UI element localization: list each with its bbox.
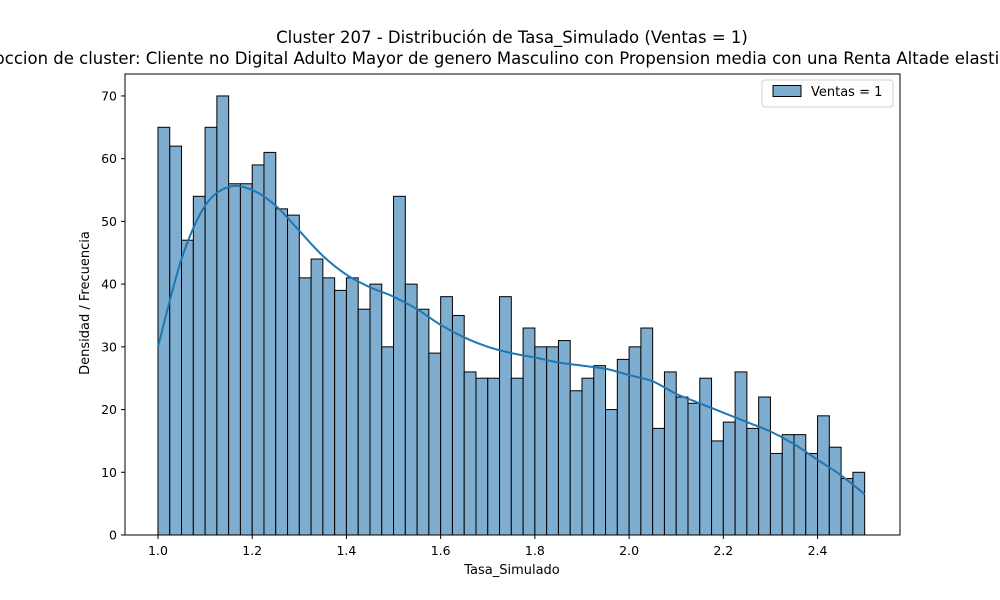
histogram-bar [381, 346, 395, 536]
histogram-bar [828, 446, 842, 536]
histogram-bar [204, 126, 218, 536]
histogram-bar [404, 283, 418, 536]
histogram-bar [287, 214, 300, 536]
histogram-bar [192, 195, 206, 536]
histogram-bar [263, 151, 277, 536]
histogram-bar [216, 95, 230, 536]
histogram-bar [687, 402, 701, 536]
histogram-bar [734, 371, 748, 536]
legend-label: Ventas = 1 [811, 85, 882, 100]
plot-frame [124, 73, 901, 536]
x-tick-label: 1.2 [242, 543, 262, 558]
x-tick-label: 1.6 [431, 543, 451, 558]
x-axis-ticks: 1.0 1.2 1.4 1.6 1.8 2.0 2.2 2.4 [148, 535, 828, 558]
histogram-bars [157, 95, 866, 536]
histogram-bar [699, 377, 713, 536]
histogram-bar [475, 377, 489, 536]
histogram-bar [722, 421, 736, 536]
histogram-bar [640, 327, 654, 536]
y-tick-label: 20 [101, 402, 117, 417]
histogram-bar [746, 427, 760, 536]
histogram-bar [228, 183, 241, 536]
histogram-bar [593, 365, 607, 536]
chart-subtitle: Descripccion de cluster: Cliente no Digi… [0, 49, 1000, 68]
histogram-bar [428, 352, 442, 536]
histogram-bar [769, 452, 783, 536]
histogram-bar [758, 396, 771, 536]
y-tick-label: 50 [101, 214, 117, 229]
x-tick-label: 2.4 [808, 543, 828, 558]
histogram-bar [251, 164, 265, 536]
histogram-bar [652, 427, 665, 536]
x-tick-label: 1.0 [148, 543, 168, 558]
histogram-bar [169, 145, 183, 536]
y-tick-label: 30 [101, 339, 117, 354]
histogram-bar [310, 258, 324, 536]
y-tick-label: 0 [109, 528, 117, 543]
histogram-bar [487, 377, 501, 536]
histogram-bar [239, 183, 253, 536]
histogram-bar [298, 277, 312, 536]
chart-title: Cluster 207 - Distribución de Tasa_Simul… [276, 28, 748, 48]
y-axis-label: Densidad / Frecuencia [78, 231, 93, 375]
histogram-bar [181, 239, 194, 536]
histogram-bar [546, 346, 559, 536]
histogram-bar [334, 289, 347, 536]
legend: Ventas = 1 [761, 79, 894, 108]
histogram-bar [275, 208, 289, 536]
histogram-bar [522, 327, 536, 536]
histogram-bar [675, 396, 689, 536]
histogram-bar [499, 296, 512, 536]
histogram-bar [451, 314, 465, 536]
histogram-bar [369, 283, 383, 536]
x-tick-label: 1.8 [525, 543, 545, 558]
x-tick-label: 2.2 [713, 543, 733, 558]
histogram-bar [157, 126, 171, 536]
histogram-bar [711, 440, 724, 536]
x-axis-label: Tasa_Simulado [463, 563, 560, 578]
histogram-bar [605, 409, 618, 536]
x-tick-label: 2.0 [619, 543, 639, 558]
x-tick-label: 1.4 [336, 543, 356, 558]
y-tick-label: 10 [101, 465, 117, 480]
histogram-bar [345, 277, 359, 536]
y-tick-label: 40 [101, 277, 117, 292]
legend-swatch [772, 85, 802, 97]
kde-curve [157, 184, 866, 496]
histogram-bar [852, 471, 866, 536]
histogram-bar [663, 371, 677, 536]
y-tick-label: 60 [101, 151, 117, 166]
histogram-bar [840, 478, 854, 536]
histogram-bar [781, 434, 795, 536]
y-axis-ticks: 0 10 20 30 40 50 60 70 [101, 88, 125, 543]
histogram-bar [393, 195, 406, 536]
histogram-bar [357, 308, 371, 536]
histogram-bar [569, 390, 583, 536]
histogram-bar [557, 340, 571, 536]
histogram-bar [616, 358, 630, 536]
histogram-bar [534, 346, 548, 536]
histogram-bar [805, 452, 819, 536]
histogram-bar [416, 308, 430, 536]
histogram-bar [817, 415, 830, 536]
histogram-bar [463, 371, 477, 536]
y-tick-label: 70 [101, 88, 117, 103]
histogram-bar [440, 296, 453, 536]
histogram-bar [322, 277, 336, 536]
histogram-bar [581, 377, 595, 536]
histogram-bar [510, 377, 524, 536]
